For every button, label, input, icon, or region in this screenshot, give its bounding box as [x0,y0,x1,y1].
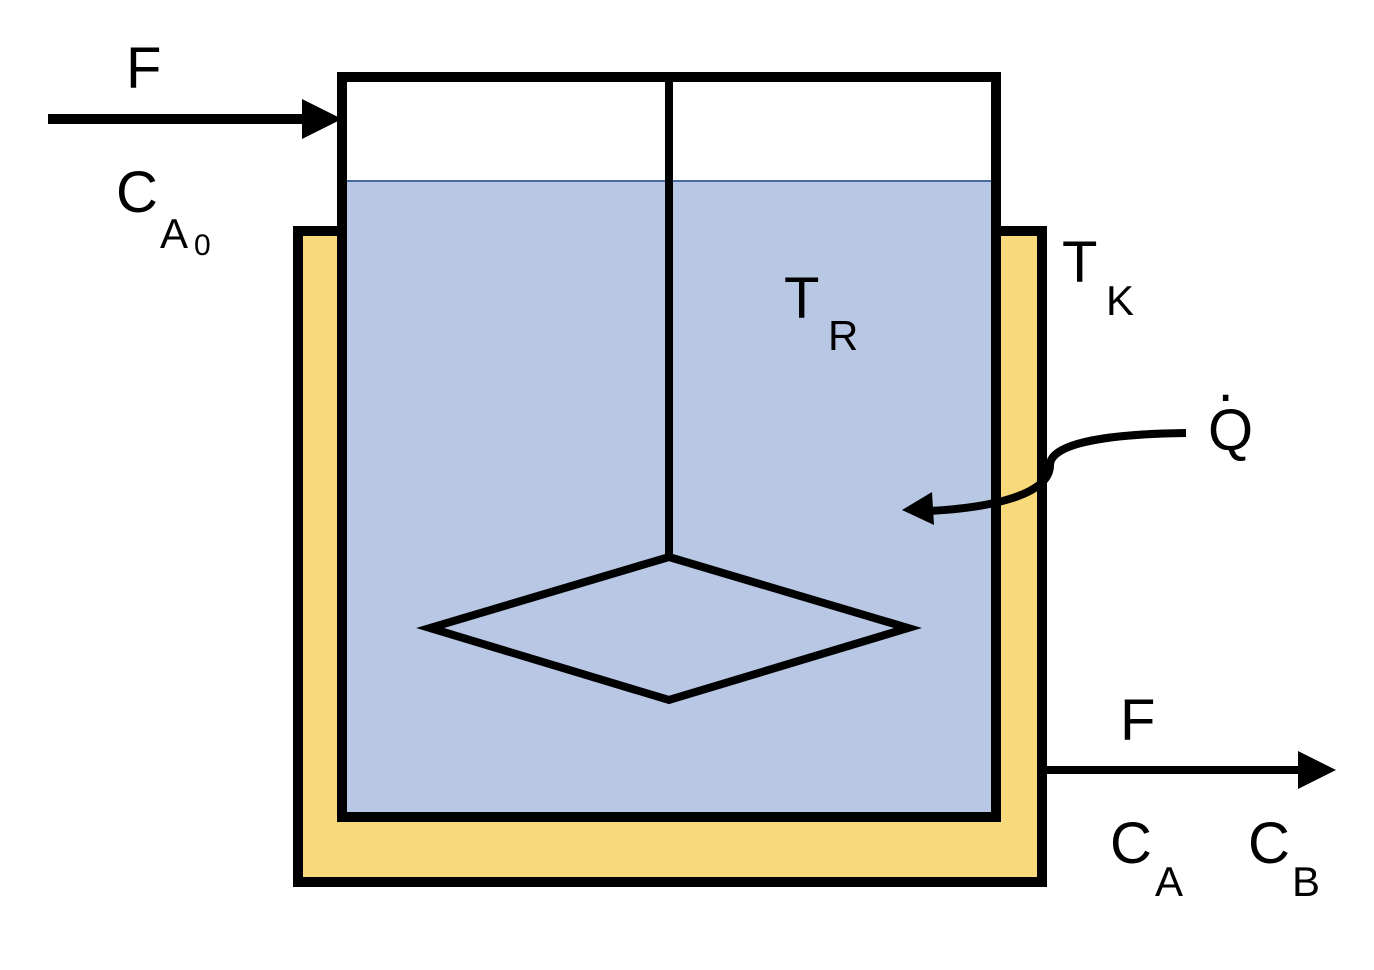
jacket-temperature-label: T [1062,230,1097,295]
inlet-concentration-label: C [116,160,158,225]
outlet-concentration-a-label: C [1110,811,1152,876]
inlet-arrow [48,99,342,139]
heat-dot: · [1216,362,1235,427]
inlet-concentration-subsubscript: 0 [194,229,211,262]
outlet-flow-label: F [1120,688,1155,753]
heat-label: Q [1208,398,1253,463]
inlet-flow-label: F [126,36,161,101]
outlet-arrow [1042,751,1336,789]
outlet-concentration-a-subscript: A [1155,858,1183,905]
jacket-temperature-subscript: K [1106,277,1134,324]
reactor-temperature-subscript: R [828,312,858,359]
stirrer-impeller [416,552,922,705]
inlet-concentration-subscript: A [160,210,188,257]
heat-flow-arrow [902,429,1187,525]
reactor-temperature-label: T [784,266,819,331]
outlet-concentration-b-label: C [1248,811,1290,876]
outlet-concentration-b-subscript: B [1292,858,1320,905]
